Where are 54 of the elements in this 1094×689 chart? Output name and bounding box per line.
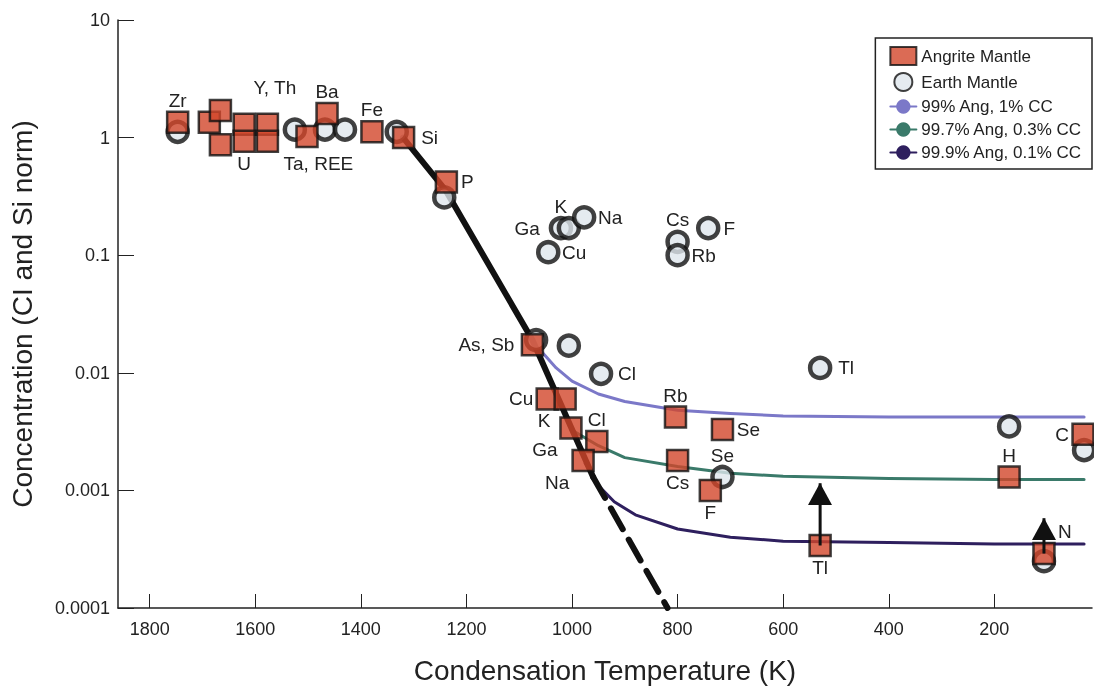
y-tick-label: 1 bbox=[99, 127, 110, 148]
x-axis-title: Condensation Temperature (K) bbox=[413, 654, 797, 686]
annotation: P bbox=[461, 171, 474, 193]
x-tick-label: 1400 bbox=[340, 619, 381, 639]
annotation: Cl bbox=[587, 409, 606, 431]
annotation: N bbox=[1058, 521, 1072, 543]
annotation: Tl bbox=[838, 357, 855, 379]
annotation: Ba bbox=[315, 81, 340, 103]
x-tick-label: 1200 bbox=[446, 619, 487, 639]
annotation: Cu bbox=[509, 388, 534, 410]
annotation: U bbox=[237, 152, 252, 174]
annotation: Se bbox=[710, 444, 735, 466]
y-tick-label: 0.1 bbox=[84, 245, 110, 266]
annotation: H bbox=[1002, 444, 1016, 466]
annotation: Y, Th bbox=[253, 76, 297, 98]
annotation: Se bbox=[736, 418, 761, 440]
legend-label: 99.7% Ang, 0.3% CC bbox=[921, 120, 1082, 139]
annotation: Ga bbox=[532, 439, 559, 461]
x-tick-label: 1600 bbox=[235, 619, 276, 639]
annotation: C bbox=[1055, 423, 1069, 445]
x-tick-label: 200 bbox=[979, 619, 1010, 639]
y-tick-label: 0.01 bbox=[74, 362, 110, 383]
x-tick-label: 400 bbox=[873, 619, 904, 639]
annotation: Cl bbox=[618, 363, 637, 385]
y-tick-label: 0.001 bbox=[64, 480, 110, 501]
annotation: Rb bbox=[691, 244, 716, 266]
annotation: As, Sb bbox=[458, 334, 515, 356]
legend-label: Earth Mantle bbox=[921, 72, 1018, 92]
annotation: Cs bbox=[665, 471, 690, 493]
y-axis-title: Concentration (CI and Si norm) bbox=[6, 120, 38, 508]
annotation: Na bbox=[598, 206, 623, 228]
annotation: Zr bbox=[168, 89, 188, 111]
y-tick-label: 10 bbox=[89, 10, 110, 30]
annotation: F bbox=[723, 217, 736, 239]
annotation: Cu bbox=[562, 241, 587, 263]
annotation: Ga bbox=[514, 217, 541, 239]
annotation: Na bbox=[544, 471, 570, 493]
annotation: F bbox=[704, 501, 717, 523]
legend-label: 99% Ang, 1% CC bbox=[921, 97, 1053, 116]
legend-label: 99.9% Ang, 0.1% CC bbox=[921, 143, 1082, 162]
legend-label: Angrite Mantle bbox=[921, 46, 1031, 66]
annotation: Cs bbox=[665, 209, 690, 231]
y-tick-label: 0.0001 bbox=[54, 598, 110, 618]
x-tick-label: 600 bbox=[768, 619, 799, 639]
x-tick-label: 800 bbox=[662, 619, 693, 639]
annotation: Tl bbox=[812, 557, 829, 578]
annotation: Rb bbox=[663, 384, 688, 406]
x-tick-label: 1800 bbox=[129, 619, 170, 639]
annotation: K bbox=[554, 195, 568, 217]
annotation: Ta, REE bbox=[283, 152, 354, 174]
annotation: K bbox=[537, 410, 551, 432]
x-tick-label: 1000 bbox=[551, 619, 593, 639]
annotation: Fe bbox=[360, 99, 384, 121]
annotation: Si bbox=[421, 127, 439, 149]
